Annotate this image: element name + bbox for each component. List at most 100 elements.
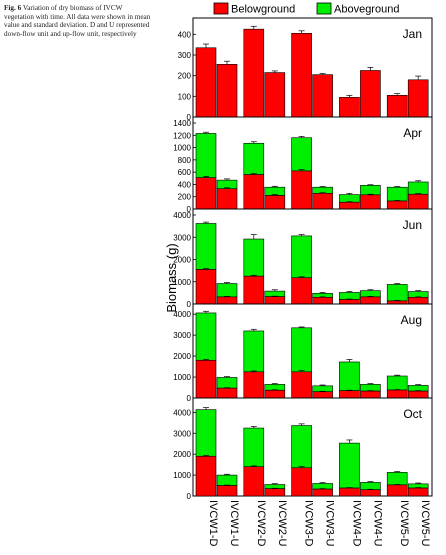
bar-aboveground — [195, 133, 217, 178]
bar-aboveground — [386, 472, 408, 486]
bar-aboveground — [243, 238, 265, 277]
bar-belowground — [407, 79, 429, 118]
bar-belowground — [195, 47, 217, 118]
bar-belowground — [312, 391, 333, 399]
bar-belowground — [195, 455, 217, 497]
bar-belowground — [243, 371, 265, 399]
bar-belowground — [386, 95, 408, 118]
bar-belowground — [291, 277, 312, 305]
bar-aboveground — [216, 283, 238, 298]
panel-jan: 0 100 200 300 400 Jan — [178, 17, 433, 122]
bar-belowground — [243, 174, 265, 210]
y-tick-label: 4000 — [173, 211, 191, 220]
figure-caption-label: Fig. 6 — [4, 4, 22, 12]
y-tick-label: 1200 — [173, 131, 191, 140]
bar-belowground — [360, 296, 381, 305]
bar-aboveground — [360, 290, 381, 298]
bar-belowground — [339, 390, 360, 399]
bar-belowground — [216, 387, 238, 399]
y-tick-label: 600 — [178, 168, 192, 177]
bar-belowground — [195, 359, 217, 399]
y-tick-label: 4000 — [173, 408, 191, 417]
figure-caption-text: Variation of dry biomass of IVCW vegetat… — [4, 4, 151, 38]
panel-jun: 0 1000 2000 3000 4000 Jun — [173, 208, 433, 309]
bar-aboveground — [291, 425, 312, 469]
x-tick-label: IVCW4-U — [371, 500, 383, 547]
bar-belowground — [360, 70, 381, 118]
bar-belowground — [216, 296, 238, 305]
y-tick-label: 1400 — [173, 119, 191, 128]
y-tick-label: 200 — [178, 193, 192, 202]
bar-belowground — [339, 201, 360, 210]
y-tick-label: 800 — [178, 156, 192, 165]
bar-aboveground — [360, 384, 381, 392]
panel-title: Jun — [403, 218, 422, 232]
y-tick-label: 2000 — [173, 256, 191, 265]
y-tick-label: 3000 — [173, 331, 191, 340]
bar-aboveground — [312, 385, 333, 393]
bar-belowground — [339, 299, 360, 305]
panel-title: Aug — [401, 313, 422, 327]
bar-belowground — [216, 64, 238, 118]
x-tick-label: IVCW3-D — [303, 500, 315, 547]
bar-aboveground — [339, 442, 360, 489]
y-tick-label: 0 — [187, 394, 192, 403]
panel-title: Apr — [403, 126, 422, 140]
legend-label-aboveground: Aboveground — [334, 4, 399, 16]
x-tick-label: IVCW2-U — [276, 500, 288, 547]
bar-aboveground — [216, 179, 238, 190]
panel-aug: 0 1000 2000 3000 4000 Aug — [173, 303, 433, 403]
y-axis-title: Biomass (g) — [164, 243, 179, 312]
y-tick-label: 1000 — [173, 278, 191, 287]
x-tick-label: IVCW4-D — [350, 500, 362, 547]
bar-belowground — [386, 389, 408, 399]
bar-belowground — [291, 170, 312, 210]
bar-aboveground — [360, 482, 381, 491]
bar-belowground — [312, 488, 333, 497]
bar-belowground — [195, 177, 217, 210]
bar-belowground — [312, 74, 333, 118]
y-tick-label: 100 — [178, 92, 192, 101]
bar-aboveground — [407, 385, 429, 392]
y-tick-label: 0 — [187, 300, 192, 309]
bar-aboveground — [339, 194, 360, 203]
y-tick-label: 4000 — [173, 310, 191, 319]
legend-label-belowground: Belowground — [231, 4, 295, 16]
bar-belowground — [264, 72, 286, 118]
bar-belowground — [291, 467, 312, 497]
bar-aboveground — [291, 327, 312, 373]
bar-aboveground — [216, 474, 238, 486]
bar-aboveground — [386, 186, 408, 202]
bar-belowground — [216, 188, 238, 210]
bar-belowground — [243, 28, 265, 118]
bar-belowground — [312, 193, 333, 210]
y-tick-label: 0 — [187, 205, 192, 214]
legend-swatch-belowground — [213, 2, 229, 15]
y-tick-label: 200 — [178, 72, 192, 81]
bar-aboveground — [243, 330, 265, 373]
bar-belowground — [216, 485, 238, 497]
bar-belowground — [407, 193, 429, 210]
bar-aboveground — [243, 427, 265, 468]
bar-aboveground — [291, 235, 312, 279]
x-tick-label: IVCW5-U — [419, 500, 431, 547]
legend-swatch-aboveground — [316, 2, 332, 15]
y-tick-label: 300 — [178, 51, 192, 60]
bar-aboveground — [195, 409, 217, 457]
x-tick-label: IVCW3-U — [324, 500, 336, 547]
bar-aboveground — [195, 312, 217, 361]
bar-belowground — [360, 489, 381, 497]
bar-belowground — [312, 297, 333, 305]
bar-belowground — [291, 32, 312, 118]
bar-aboveground — [195, 223, 217, 270]
bar-belowground — [360, 194, 381, 210]
y-tick-label: 0 — [187, 492, 192, 501]
bar-belowground — [195, 269, 217, 305]
bar-belowground — [360, 390, 381, 399]
bar-belowground — [407, 487, 429, 497]
bar-belowground — [339, 487, 360, 497]
panel-title: Oct — [403, 407, 422, 421]
bar-belowground — [407, 297, 429, 305]
bar-aboveground — [386, 284, 408, 302]
y-tick-label: 1000 — [173, 471, 191, 480]
